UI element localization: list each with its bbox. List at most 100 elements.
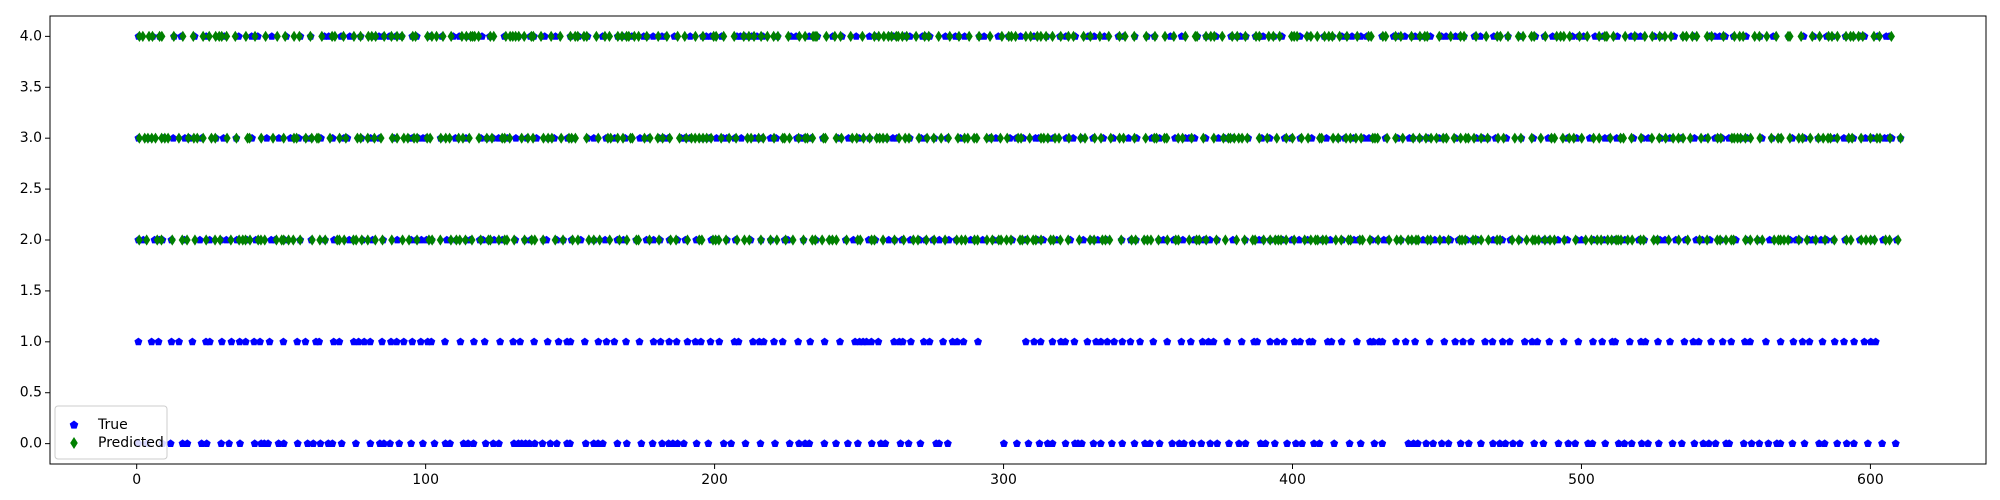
predicted-point: [1730, 234, 1738, 246]
true-point: [392, 337, 401, 346]
true-point: [1833, 439, 1842, 447]
predicted-point: [654, 132, 662, 144]
true-point: [1197, 439, 1206, 447]
predicted-point: [459, 132, 467, 144]
predicted-point: [251, 30, 259, 42]
true-point: [1083, 337, 1092, 346]
predicted-point: [548, 132, 556, 144]
predicted-point: [1037, 234, 1045, 246]
predicted-point: [1202, 234, 1210, 246]
true-point: [1840, 337, 1848, 346]
predicted-point: [975, 30, 983, 42]
predicted-point: [1414, 234, 1422, 246]
predicted-point: [946, 30, 954, 42]
true-point: [1694, 337, 1703, 346]
predicted-point: [368, 30, 376, 42]
predicted-point: [583, 132, 591, 144]
predicted-point: [1628, 234, 1636, 246]
predicted-point: [1578, 132, 1586, 144]
true-point: [1030, 337, 1039, 346]
predicted-point: [1866, 132, 1875, 144]
predicted-point: [1313, 30, 1321, 42]
true-point: [1149, 337, 1158, 346]
predicted-point: [318, 30, 326, 42]
predicted-point: [1101, 234, 1110, 246]
legend-label-true: True: [97, 417, 128, 433]
predicted-point: [635, 30, 643, 42]
predicted-point: [1604, 234, 1612, 246]
true-point: [999, 439, 1008, 447]
plot-frame: [49, 15, 1987, 465]
predicted-point: [1583, 30, 1591, 42]
predicted-point: [148, 132, 156, 144]
predicted-point: [1703, 30, 1711, 42]
predicted-point: [1894, 234, 1902, 246]
true-point: [1036, 337, 1045, 346]
true-point: [1718, 337, 1727, 346]
predicted-point: [1147, 234, 1155, 246]
predicted-point: [1304, 132, 1312, 144]
predicted-point: [1758, 234, 1766, 246]
true-point: [279, 337, 288, 346]
predicted-point: [832, 132, 840, 144]
predicted-point: [1887, 30, 1895, 42]
predicted-point: [1048, 30, 1057, 42]
predicted-point: [601, 30, 609, 42]
predicted-point: [302, 132, 310, 144]
predicted-point: [1640, 234, 1648, 246]
true-point: [407, 439, 416, 447]
predicted-point: [590, 234, 598, 246]
true-point: [1878, 439, 1887, 447]
predicted-point: [281, 30, 289, 42]
true-point: [896, 439, 905, 447]
predicted-point: [703, 132, 711, 144]
predicted-point: [1780, 234, 1788, 246]
predicted-point: [358, 234, 366, 246]
predicted-point: [1251, 234, 1259, 246]
predicted-point: [1589, 132, 1598, 144]
true-point: [778, 337, 787, 346]
true-point: [1253, 337, 1262, 346]
predicted-point: [1282, 234, 1290, 246]
true-point: [1588, 439, 1597, 447]
predicted-point: [1608, 234, 1616, 246]
predicted-point: [1343, 30, 1351, 42]
true-point: [704, 439, 713, 447]
true-point: [1437, 439, 1446, 447]
true-point: [236, 439, 244, 447]
predicted-point: [1130, 132, 1139, 144]
true-point: [898, 337, 907, 346]
true-point: [1739, 439, 1748, 447]
predicted-point: [1849, 30, 1857, 42]
predicted-point: [380, 30, 388, 42]
true-point: [241, 337, 250, 346]
true-point: [610, 337, 619, 346]
predicted-point: [331, 30, 339, 42]
predicted-point: [914, 234, 922, 246]
predicted-point: [475, 132, 483, 144]
predicted-point: [207, 132, 216, 144]
predicted-point: [1301, 234, 1309, 246]
x-tick-label: 400: [1279, 472, 1306, 488]
predicted-point: [687, 132, 696, 144]
predicted-point: [1170, 30, 1178, 42]
predicted-point: [432, 30, 441, 42]
predicted-point: [1265, 30, 1273, 42]
true-point: [1315, 439, 1324, 447]
true-point: [1476, 439, 1485, 447]
predicted-point: [537, 30, 545, 42]
predicted-point: [1174, 132, 1182, 144]
true-point: [430, 439, 439, 447]
true-point: [183, 439, 192, 447]
predicted-point: [539, 234, 547, 246]
true-point: [464, 439, 473, 447]
true-point: [867, 337, 876, 346]
predicted-point: [1393, 234, 1401, 246]
true-point: [1369, 337, 1378, 346]
predicted-point: [1582, 234, 1590, 246]
predicted-point: [1064, 234, 1072, 246]
predicted-point: [164, 132, 172, 144]
predicted-point: [1266, 234, 1274, 246]
predicted-point: [1777, 132, 1785, 144]
true-point: [1704, 439, 1713, 447]
